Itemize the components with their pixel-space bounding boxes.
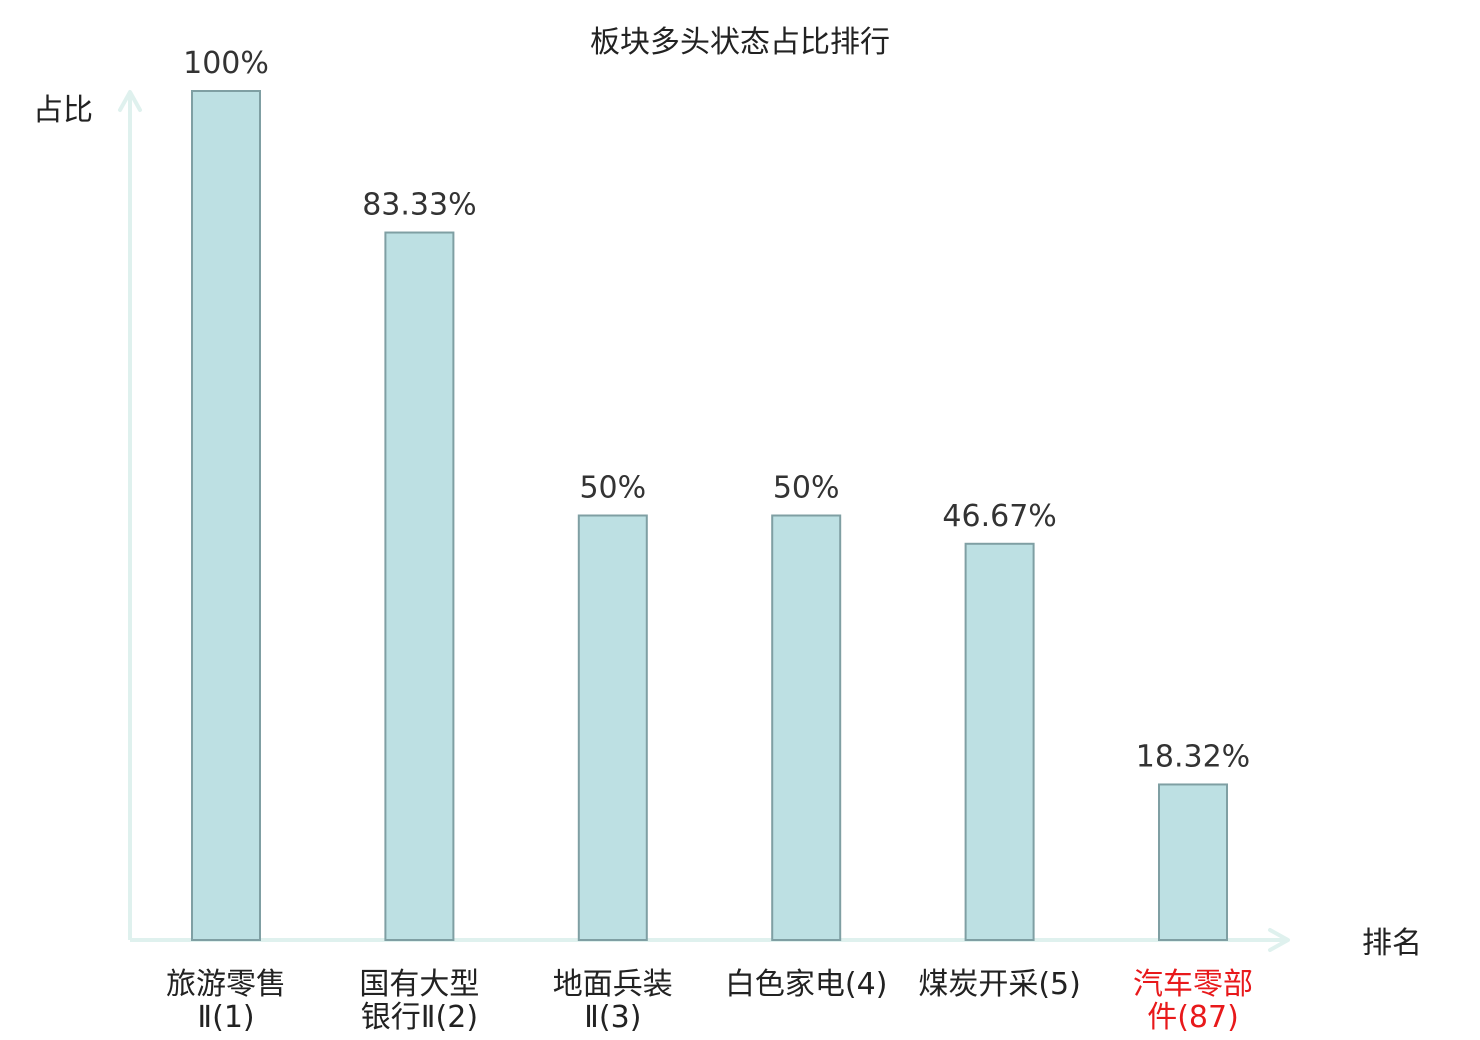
chart-title: 板块多头状态占比排行: [590, 25, 890, 60]
category-tick-label: 地面兵装: [553, 967, 673, 1002]
data-label: 46.67%: [942, 499, 1056, 534]
y-axis-label: 占比: [33, 93, 93, 128]
y-axis-arrow-icon: [118, 90, 142, 112]
bar-series: [191, 90, 1228, 942]
bar: [577, 514, 648, 941]
x-axis: [130, 928, 1290, 952]
data-label: 18.32%: [1136, 739, 1250, 774]
bar: [384, 231, 455, 941]
category-tick-label: 白色家电(4): [725, 967, 888, 1002]
category-tick-label: Ⅱ(1): [197, 1000, 254, 1035]
category-tick-label: 银行Ⅱ(2): [361, 1000, 478, 1035]
category-tick-label: 旅游零售: [166, 967, 286, 1002]
data-label: 50%: [773, 471, 840, 506]
bar: [191, 90, 261, 941]
x-axis-label: 排名: [1362, 926, 1422, 961]
bar: [771, 514, 842, 941]
category-tick-label: 国有大型: [359, 967, 479, 1002]
category-tick-label: Ⅱ(3): [584, 1000, 641, 1035]
category-tick-label: 汽车零部: [1133, 967, 1253, 1002]
data-label: 100%: [183, 46, 269, 81]
category-tick-label: 件(87): [1147, 1000, 1239, 1035]
data-labels: 100% 83.33% 50% 50% 46.67% 18.32%: [183, 46, 1250, 774]
category-tick-label: 煤炭开采(5): [918, 967, 1081, 1002]
data-label: 50%: [579, 471, 646, 506]
bar: [1158, 783, 1228, 941]
y-axis: [118, 90, 142, 940]
bar: [964, 542, 1035, 942]
x-axis-arrow-icon: [1268, 928, 1290, 952]
data-label: 83.33%: [362, 188, 476, 223]
